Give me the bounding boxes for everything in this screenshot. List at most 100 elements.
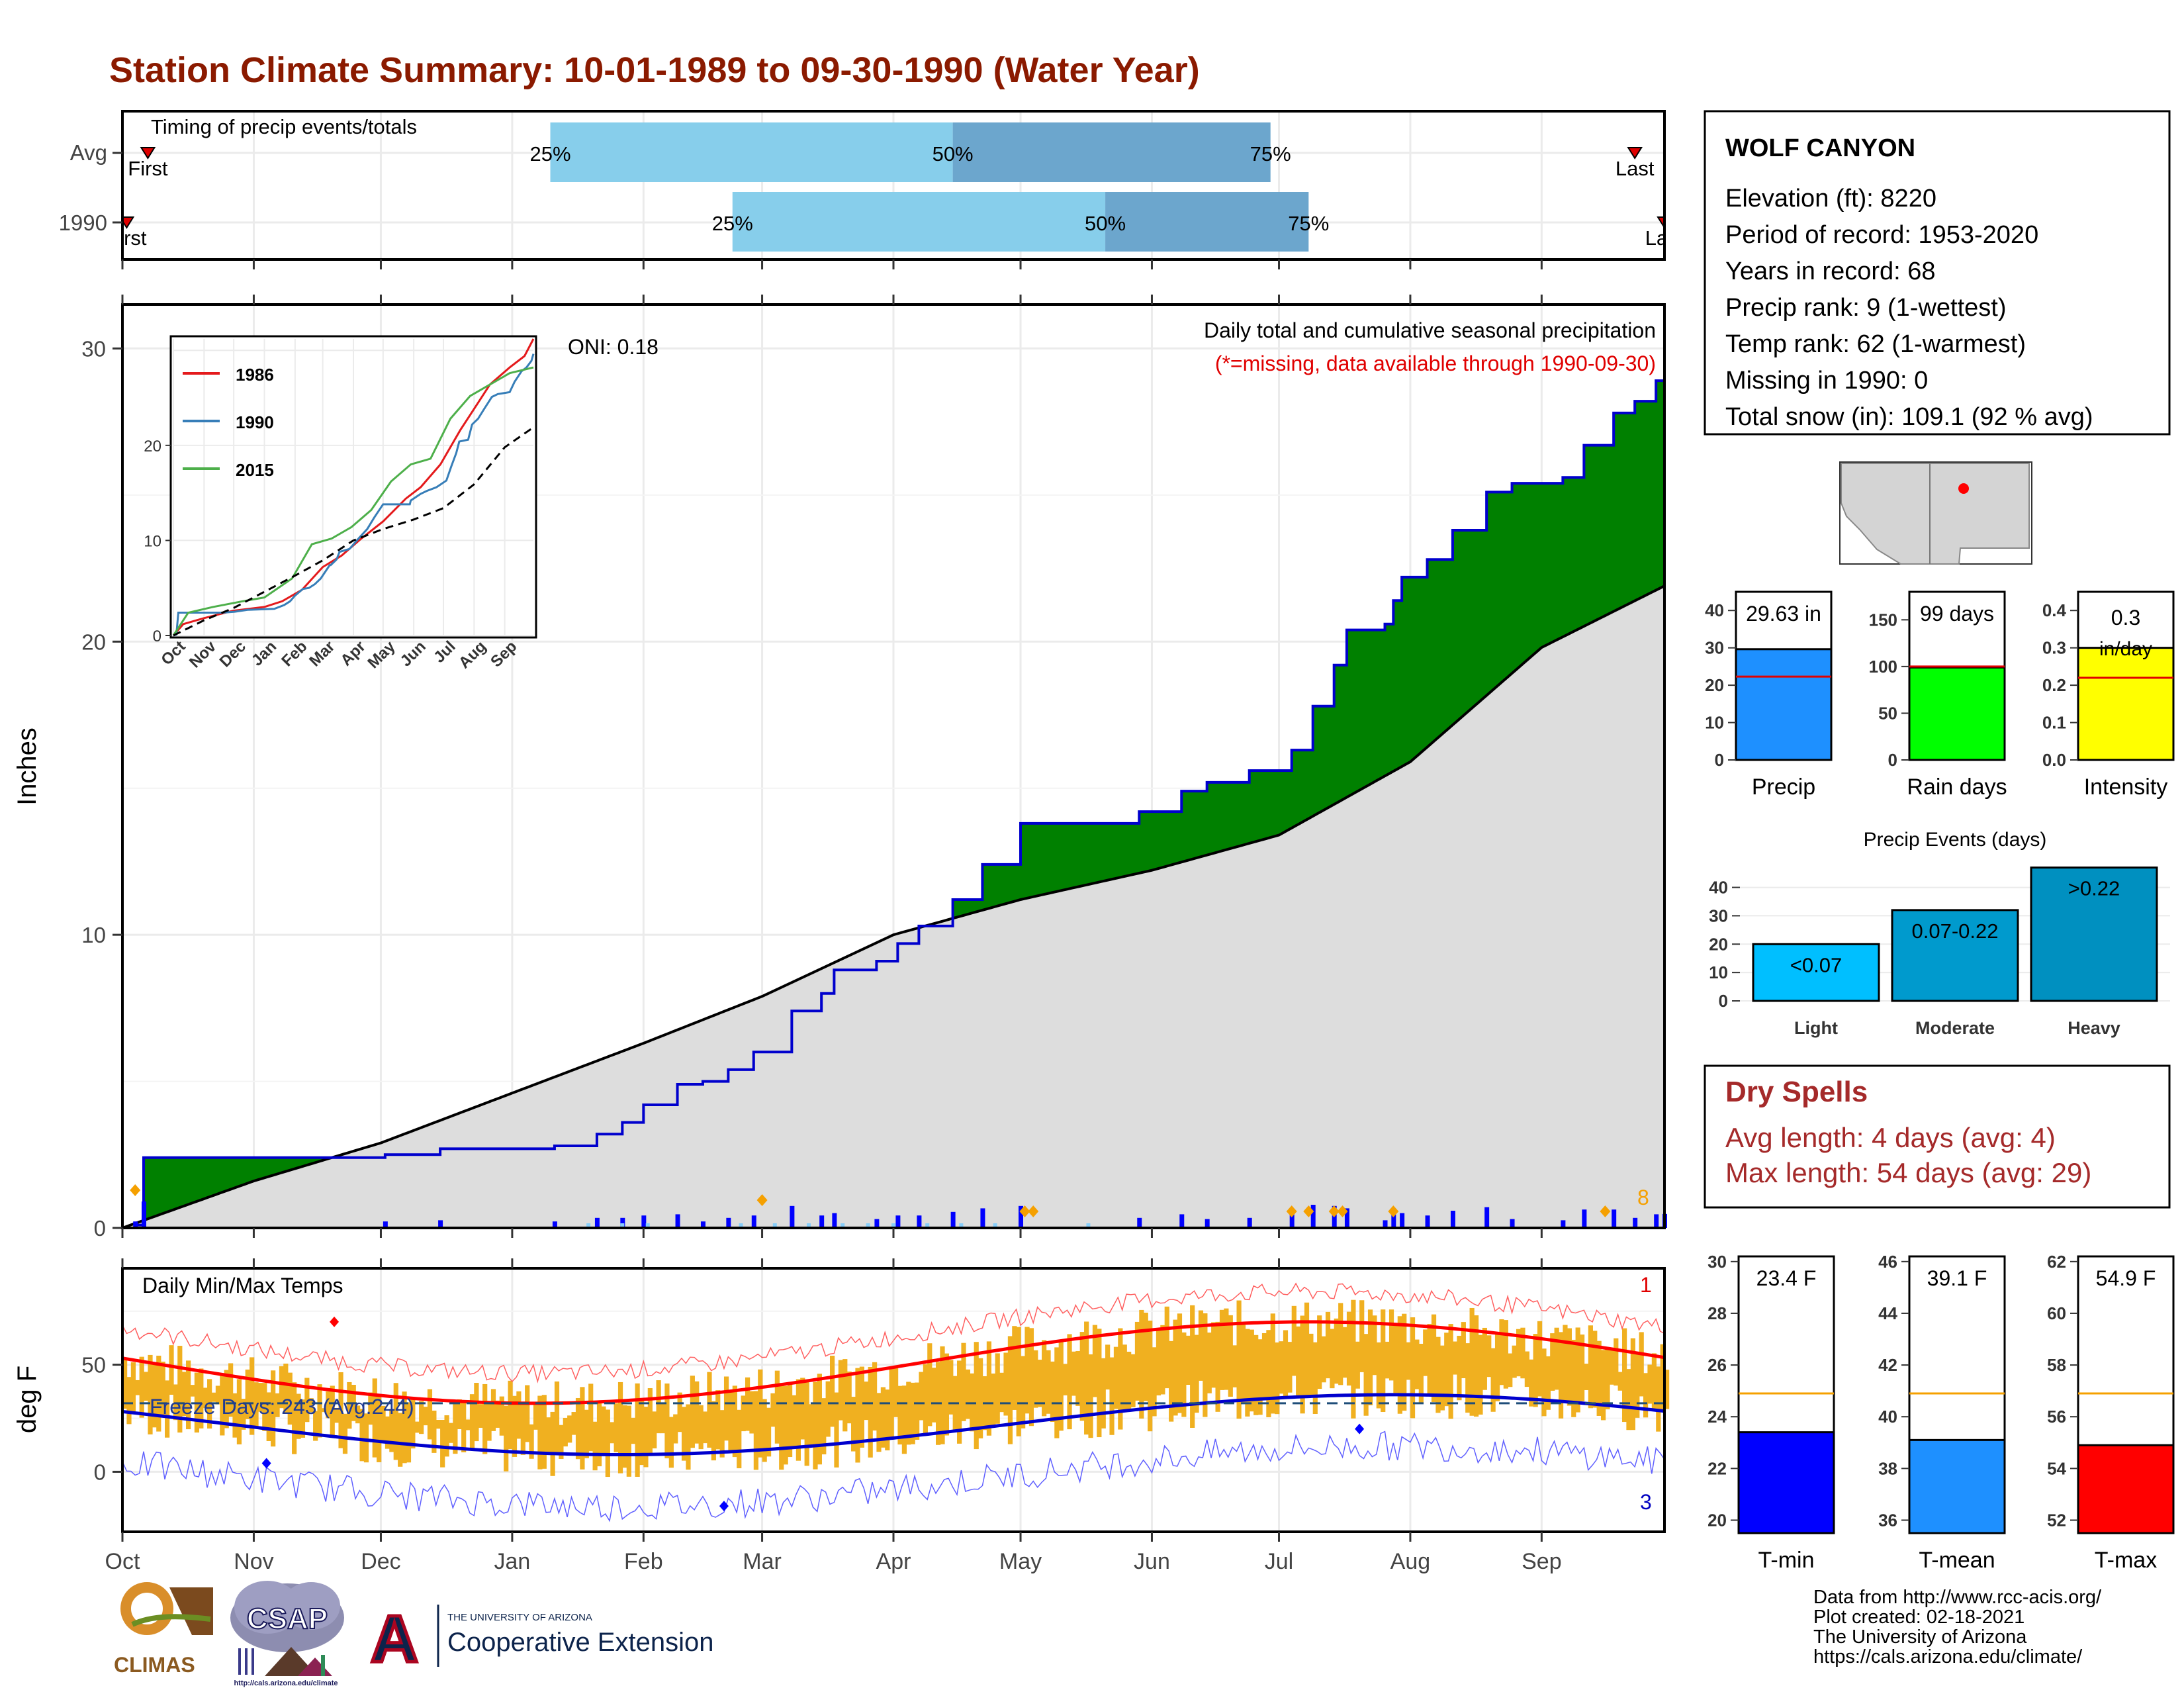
daily-temp-bar (1457, 1335, 1462, 1401)
daily-temp-bar (1351, 1299, 1356, 1419)
timing-label: Timing of precip events/totals (151, 115, 417, 138)
daily-precip-bar (895, 1215, 901, 1228)
daily-temp-bar (262, 1383, 267, 1431)
temp-min-title: T-min (1758, 1548, 1815, 1573)
daily-temp-bar (1338, 1303, 1343, 1385)
precip-departure-area (1211, 782, 1216, 854)
timing-bar-lower (732, 192, 1106, 252)
daily-temp-bar (199, 1368, 204, 1429)
precip-departure-area (1621, 412, 1627, 608)
daily-temp-bar (1414, 1339, 1420, 1389)
precip-departure-area (1325, 706, 1330, 810)
temp-mean-tick-label: 42 (1878, 1355, 1897, 1375)
timing-percent-label: 25% (712, 212, 753, 235)
precip-departure-area (1012, 864, 1017, 902)
daily-temp-bar (643, 1407, 649, 1468)
daily-temp-bar (817, 1374, 822, 1465)
daily-temp-bar (614, 1403, 619, 1452)
precip-departure-area (1185, 791, 1191, 861)
intensity-unit-label: in/day (2099, 638, 2152, 660)
precip-departure-area (1469, 530, 1475, 710)
daily-temp-bar (152, 1363, 158, 1428)
average-cumulative-area (122, 586, 1664, 1228)
precip-events-tick-label: 20 (1709, 934, 1728, 954)
daily-temp-bar (1021, 1356, 1026, 1429)
daily-precip-bar (1633, 1217, 1638, 1228)
daily-precip-bar (620, 1217, 625, 1228)
precip-departure-area (1067, 823, 1072, 890)
month-label: Nov (234, 1549, 273, 1574)
precip-departure-area (1203, 791, 1208, 857)
precip-total-bar (1735, 648, 1833, 761)
heavy-event-marker (756, 1194, 768, 1206)
precip-departure-area (1122, 823, 1127, 877)
precip-departure-area (970, 900, 975, 914)
daily-temp-bar (1224, 1308, 1229, 1390)
precip-departure-area (250, 1157, 255, 1183)
daily-temp-bar (448, 1423, 454, 1443)
daily-temp-bar (377, 1395, 382, 1462)
daily-temp-bar (1478, 1335, 1483, 1415)
daily-temp-bar (1592, 1331, 1598, 1408)
daily-temp-bar (821, 1398, 827, 1455)
daily-temp-bar (266, 1392, 271, 1441)
daily-temp-bar (838, 1360, 843, 1421)
daily-temp-bar (592, 1421, 598, 1471)
precip-departure-area (1007, 864, 1013, 904)
precip-events-category: Light (1794, 1018, 1838, 1038)
daily-temp-bar (1012, 1326, 1017, 1410)
inset-line-2015 (172, 366, 534, 636)
precip-departure-area (173, 1157, 178, 1210)
precip-departure-area (279, 1157, 284, 1174)
daily-temp-bar (1134, 1321, 1140, 1401)
rain-days-tick-label: 150 (1869, 610, 1897, 630)
precip-departure-area (207, 1157, 212, 1198)
daily-temp-bar (1545, 1356, 1551, 1410)
daily-temp-bar (1372, 1315, 1377, 1376)
precip-departure-area (1503, 492, 1508, 681)
daily-precip-bar (1400, 1213, 1405, 1228)
daily-temp-bar (1261, 1333, 1267, 1400)
month-label: Oct (105, 1549, 140, 1574)
daily-temp-bar (796, 1379, 801, 1461)
precip-departure-area (1439, 559, 1445, 736)
daily-temp-bar (656, 1380, 661, 1434)
daily-temp-bar (135, 1380, 140, 1395)
first-event-label: First (128, 157, 168, 180)
daily-precip-bar (1561, 1220, 1566, 1228)
daily-temp-bar (1139, 1309, 1144, 1419)
daily-precip-bar (1019, 1205, 1024, 1228)
precip-total: 0 10 20 30 40 29.63 in Precip (1705, 590, 1833, 800)
daily-precip-bar (1450, 1211, 1455, 1228)
daily-precip-bar (751, 1215, 756, 1228)
precip-total-tick-label: 30 (1705, 638, 1724, 658)
daily-temp-bar (855, 1368, 860, 1463)
daily-temp-bar (326, 1391, 331, 1419)
daily-temp-bar (1439, 1345, 1445, 1411)
daily-temp-bar (668, 1417, 674, 1468)
precip-departure-area (194, 1157, 199, 1203)
daily-temp-bar (1291, 1305, 1297, 1376)
daily-temp-bar (1334, 1318, 1339, 1384)
credit-date: Plot created: 02-18-2021 (1813, 1607, 2025, 1628)
daily-temp-bar (1490, 1348, 1496, 1412)
daily-temp-bar (368, 1392, 373, 1425)
precip-departure-area (308, 1157, 314, 1165)
daily-precip-bar (959, 1223, 964, 1228)
precip-departure-area (1249, 771, 1254, 843)
daily-temp-bar (677, 1392, 682, 1432)
station-elevation: Elevation (ft): 8220 (1725, 185, 1936, 212)
temp-panel: 0 50 Daily Min/Max Temps Freeze Days: 243… (13, 1258, 1670, 1574)
daily-temp-bar (571, 1412, 576, 1435)
precip-events-tick-label: 30 (1709, 906, 1728, 925)
intensity-tick-label: 0.4 (2042, 600, 2067, 620)
csap-url: http://cals.arizona.edu/climate (234, 1679, 338, 1687)
daily-temp-bar (1198, 1310, 1204, 1381)
temp-min-tick-label: 20 (1707, 1510, 1727, 1530)
precip-departure-area (1609, 445, 1614, 614)
daily-temp-bar (533, 1405, 539, 1430)
daily-temp-bar (228, 1363, 234, 1417)
location-map (1839, 461, 2032, 565)
daily-temp-bar (1643, 1373, 1649, 1418)
